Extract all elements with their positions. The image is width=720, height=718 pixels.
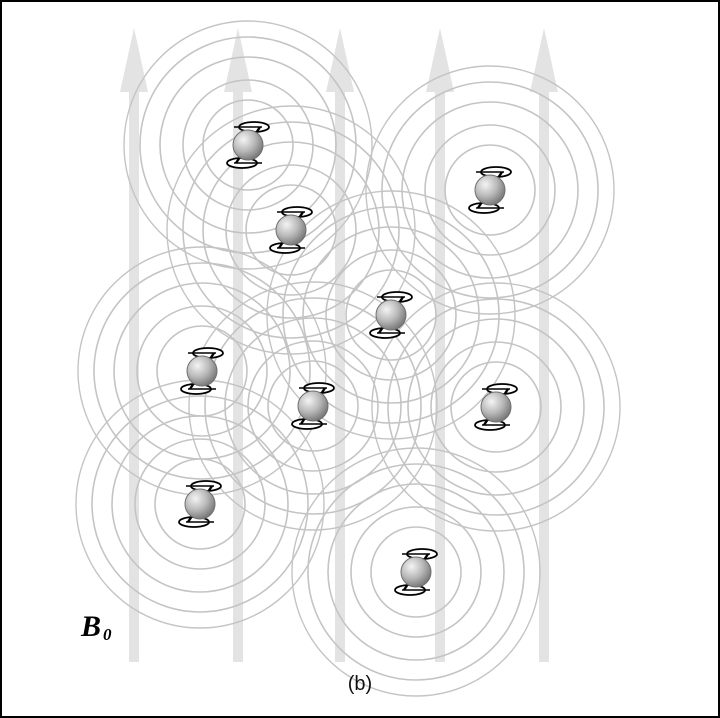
field-arrow-head: [224, 28, 252, 92]
field-arrow-shaft: [335, 84, 345, 662]
b0-symbol: B: [81, 610, 102, 643]
field-ring: [247, 340, 379, 472]
nucleus-sphere: [297, 390, 329, 422]
field-ring: [154, 458, 246, 550]
nucleus-sphere: [480, 391, 512, 423]
field-ring: [407, 318, 585, 496]
field-arrow-head: [426, 28, 454, 92]
field-ring: [93, 262, 311, 480]
field-ring: [188, 281, 438, 531]
field-rings: [75, 20, 621, 697]
field-arrow-head: [530, 28, 558, 92]
nucleus-sphere: [400, 556, 432, 588]
field-ring: [365, 65, 615, 315]
field-ring: [202, 99, 294, 191]
field-ring: [111, 415, 289, 593]
field-ring: [267, 360, 359, 452]
field-arrow-head: [326, 28, 354, 92]
field-ring: [450, 361, 542, 453]
field-ring: [302, 226, 480, 404]
field-ring: [159, 56, 337, 234]
b0-subscript: 0: [103, 625, 112, 644]
field-ring: [91, 395, 309, 613]
panel-label: (b): [347, 673, 373, 695]
nucleus-sphere: [474, 174, 506, 206]
nucleus: [178, 480, 222, 528]
field-ring: [182, 121, 400, 339]
nucleus: [180, 347, 224, 395]
field-arrow-head: [120, 28, 148, 92]
field-ring: [139, 36, 357, 254]
field-ring: [204, 297, 422, 515]
nucleus: [291, 382, 335, 430]
field-ring: [444, 144, 536, 236]
nucleus-sphere: [375, 299, 407, 331]
nucleus-sphere: [275, 214, 307, 246]
field-ring: [266, 190, 516, 440]
field-ring: [134, 438, 266, 570]
field-arrow-shaft: [129, 84, 139, 662]
field-ring: [291, 447, 541, 697]
field-ring: [371, 282, 621, 532]
field-ring: [370, 526, 462, 618]
nucleus-sphere: [184, 488, 216, 520]
field-ring: [224, 317, 402, 495]
field-ring: [430, 341, 562, 473]
field-ring: [225, 164, 357, 296]
field-ring: [387, 298, 605, 516]
nucleus: [468, 166, 512, 214]
field-ring: [401, 101, 579, 279]
field-ring: [345, 269, 437, 361]
nuclei: [178, 121, 518, 596]
nucleus: [369, 291, 413, 339]
field-ring: [381, 81, 599, 299]
field-ring: [327, 483, 505, 661]
field-ring: [123, 20, 373, 270]
nucleus: [394, 548, 438, 596]
field-arrow-shaft: [233, 84, 243, 662]
nucleus: [269, 206, 313, 254]
nucleus: [226, 121, 270, 169]
field-ring: [307, 463, 525, 681]
field-ring: [350, 506, 482, 638]
field-arrow-shaft: [539, 84, 549, 662]
field-ring: [136, 305, 268, 437]
field-ring: [202, 141, 380, 319]
nucleus-sphere: [232, 129, 264, 161]
field-ring: [424, 124, 556, 256]
nucleus-sphere: [186, 355, 218, 387]
nucleus: [474, 383, 518, 431]
field-ring: [282, 206, 500, 424]
